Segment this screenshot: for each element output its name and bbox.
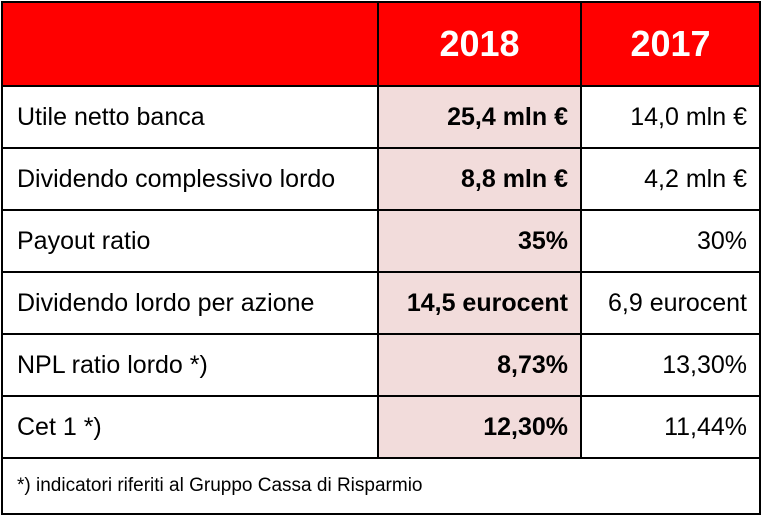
table-row: Utile netto banca 25,4 mln € 14,0 mln € <box>1 85 761 149</box>
header-empty-cell <box>1 1 379 87</box>
table-header-row: 2018 2017 <box>1 1 761 87</box>
footnote: *) indicatori riferiti al Gruppo Cassa d… <box>1 457 761 515</box>
row-label: Cet 1 *) <box>1 395 379 459</box>
table-row: Cet 1 *) 12,30% 11,44% <box>1 395 761 459</box>
value-2018: 35% <box>377 209 582 273</box>
row-label: Utile netto banca <box>1 85 379 149</box>
value-2018: 25,4 mln € <box>377 85 582 149</box>
value-2018: 12,30% <box>377 395 582 459</box>
value-2017: 14,0 mln € <box>580 85 761 149</box>
footnote-row: *) indicatori riferiti al Gruppo Cassa d… <box>1 457 761 515</box>
row-label: Dividendo lordo per azione <box>1 271 379 335</box>
table-row: NPL ratio lordo *) 8,73% 13,30% <box>1 333 761 397</box>
value-2018: 14,5 eurocent <box>377 271 582 335</box>
value-2018: 8,8 mln € <box>377 147 582 211</box>
value-2017: 6,9 eurocent <box>580 271 761 335</box>
value-2017: 4,2 mln € <box>580 147 761 211</box>
value-2018: 8,73% <box>377 333 582 397</box>
results-table: 2018 2017 Utile netto banca 25,4 mln € 1… <box>1 1 761 515</box>
value-2017: 30% <box>580 209 761 273</box>
row-label: NPL ratio lordo *) <box>1 333 379 397</box>
value-2017: 11,44% <box>580 395 761 459</box>
header-year-2018: 2018 <box>377 1 582 87</box>
header-year-2017: 2017 <box>580 1 761 87</box>
value-2017: 13,30% <box>580 333 761 397</box>
row-label: Dividendo complessivo lordo <box>1 147 379 211</box>
table-row: Dividendo lordo per azione 14,5 eurocent… <box>1 271 761 335</box>
row-label: Payout ratio <box>1 209 379 273</box>
table-row: Dividendo complessivo lordo 8,8 mln € 4,… <box>1 147 761 211</box>
table-row: Payout ratio 35% 30% <box>1 209 761 273</box>
